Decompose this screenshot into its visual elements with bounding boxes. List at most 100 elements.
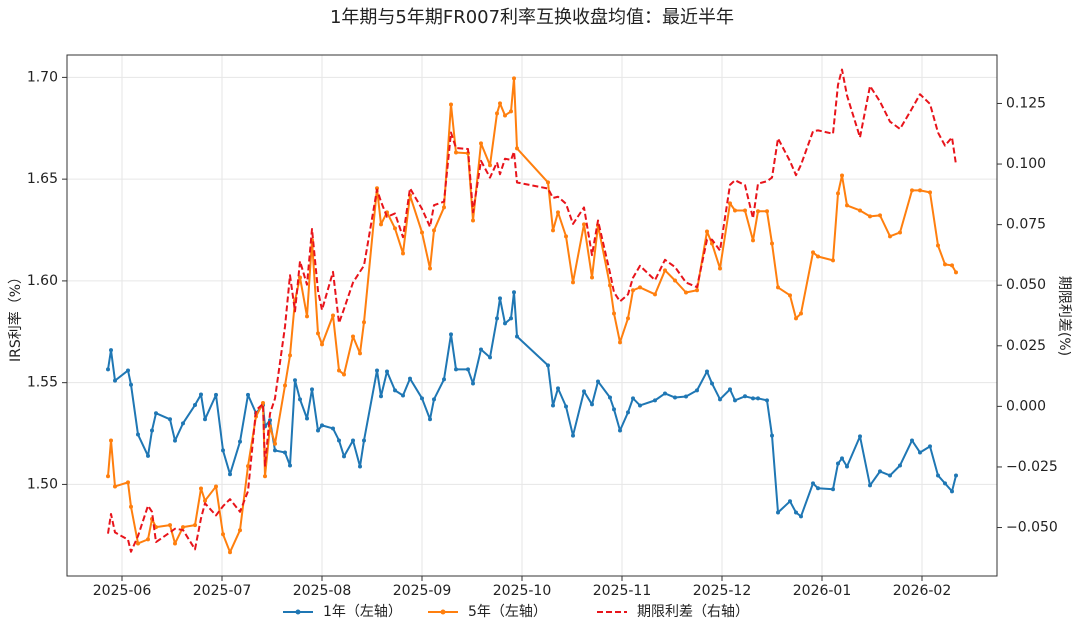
point: [106, 474, 110, 479]
point: [331, 313, 335, 318]
x-tick-label: 2026-01: [793, 583, 852, 599]
point: [305, 416, 309, 421]
point: [733, 398, 737, 403]
point: [136, 541, 140, 546]
point: [442, 205, 446, 210]
point: [943, 481, 947, 486]
point: [442, 377, 446, 382]
point: [743, 208, 747, 213]
point: [596, 379, 600, 384]
point: [362, 438, 366, 443]
point: [590, 275, 594, 280]
point: [498, 296, 502, 301]
point: [582, 222, 586, 227]
point: [393, 388, 397, 393]
point: [113, 378, 117, 383]
point: [283, 450, 287, 455]
point: [831, 258, 835, 263]
point: [718, 397, 722, 402]
x-tick-label: 2025-08: [293, 583, 352, 599]
point: [728, 387, 732, 392]
point: [950, 489, 954, 494]
point: [556, 210, 560, 215]
point: [564, 404, 568, 409]
point: [109, 348, 113, 353]
y2-tick-label: 0.125: [1006, 95, 1046, 111]
point: [612, 407, 616, 412]
point: [199, 486, 203, 491]
point: [776, 285, 780, 290]
point: [408, 376, 412, 381]
y2-tick-label: −0.025: [1006, 459, 1058, 475]
point: [751, 396, 755, 401]
point: [401, 251, 405, 256]
point: [488, 355, 492, 360]
point: [113, 484, 117, 489]
point: [898, 463, 902, 468]
point: [449, 332, 453, 337]
point: [129, 504, 133, 509]
point: [432, 397, 436, 402]
legend-label: 5年（左轴）: [468, 604, 547, 620]
point: [310, 387, 314, 392]
point: [663, 391, 667, 396]
y2-tick-label: 0.000: [1006, 398, 1046, 414]
point: [150, 428, 154, 433]
legend-marker: [440, 609, 446, 615]
point: [273, 448, 277, 453]
point: [342, 454, 346, 459]
point: [126, 480, 130, 485]
y-tick-label: 1.65: [27, 171, 58, 187]
point: [238, 439, 242, 444]
x-tick-label: 2025-11: [593, 583, 652, 599]
y-tick-label: 1.60: [27, 273, 58, 289]
point: [811, 481, 815, 486]
point: [351, 334, 355, 339]
point: [498, 101, 502, 106]
point: [393, 226, 397, 231]
point: [556, 386, 560, 391]
x-tick-label: 2025-07: [193, 583, 252, 599]
point: [351, 438, 355, 443]
point: [263, 474, 267, 479]
series-line: [107, 68, 957, 553]
point: [375, 368, 379, 373]
point: [495, 111, 499, 116]
point: [214, 484, 218, 489]
point: [728, 201, 732, 206]
point: [936, 243, 940, 248]
point: [551, 403, 555, 408]
point: [126, 368, 130, 373]
point: [836, 461, 840, 466]
point: [799, 311, 803, 316]
x-tick-label: 2025-12: [693, 583, 752, 599]
point: [154, 411, 158, 416]
point: [590, 402, 594, 407]
point: [432, 228, 436, 233]
point: [146, 453, 150, 458]
point: [379, 222, 383, 227]
point: [898, 230, 902, 235]
x-tick-label: 2025-10: [493, 583, 552, 599]
point: [238, 528, 242, 533]
point: [316, 428, 320, 433]
point: [551, 228, 555, 233]
point: [794, 316, 798, 321]
plot-frame: [66, 54, 998, 577]
y-tick-label: 1.70: [27, 69, 58, 85]
point: [454, 367, 458, 372]
y2-axis-label: 期限利差(%): [1056, 276, 1072, 356]
point: [888, 473, 892, 478]
point: [288, 463, 292, 468]
x-tick-label: 2025-09: [393, 583, 452, 599]
point: [546, 180, 550, 185]
point: [858, 208, 862, 213]
series-line: [107, 291, 957, 518]
point: [503, 321, 507, 326]
point: [375, 186, 379, 191]
point: [776, 510, 780, 515]
point: [515, 146, 519, 151]
point: [512, 76, 516, 81]
point: [221, 532, 225, 537]
point: [653, 398, 657, 403]
